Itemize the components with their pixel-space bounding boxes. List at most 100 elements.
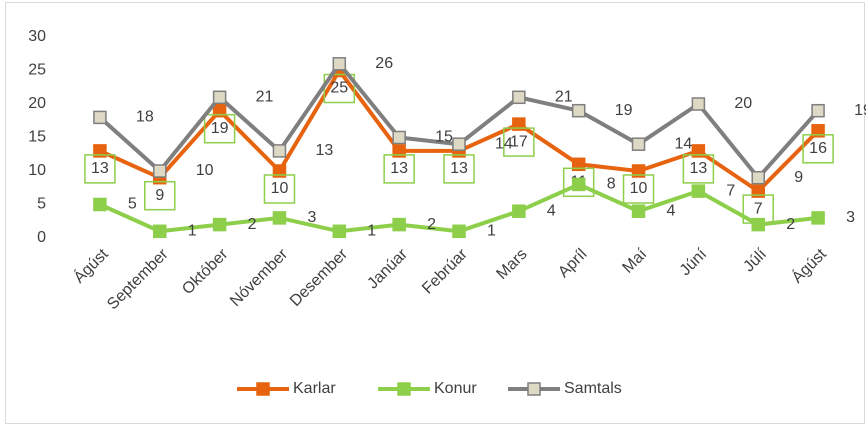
marker bbox=[751, 217, 765, 232]
marker bbox=[332, 57, 347, 71]
marker bbox=[93, 110, 107, 125]
data-label: 13 bbox=[390, 160, 408, 177]
legend-marker bbox=[527, 382, 541, 396]
marker bbox=[93, 144, 107, 158]
label-box bbox=[443, 154, 475, 184]
marker bbox=[631, 204, 646, 218]
data-label: 18 bbox=[136, 109, 154, 126]
data-label: 9 bbox=[155, 187, 164, 204]
data-label: 8 bbox=[607, 176, 616, 193]
legend-label: Konur bbox=[434, 380, 477, 397]
marker bbox=[392, 130, 406, 145]
marker bbox=[571, 177, 586, 192]
y-tick-label: 0 bbox=[37, 229, 46, 246]
y-tick-label: 20 bbox=[28, 95, 46, 112]
marker bbox=[452, 137, 466, 151]
marker bbox=[571, 103, 586, 118]
data-label: 7 bbox=[754, 200, 763, 217]
marker bbox=[811, 124, 825, 138]
data-label: 13 bbox=[450, 160, 468, 177]
data-label: 4 bbox=[667, 202, 676, 219]
label-box bbox=[383, 154, 415, 184]
data-label: 1 bbox=[367, 223, 376, 240]
data-label: 13 bbox=[91, 160, 109, 177]
data-label: 20 bbox=[734, 95, 752, 112]
label-box bbox=[263, 174, 296, 204]
data-label: 16 bbox=[809, 140, 827, 157]
data-label: 2 bbox=[248, 216, 257, 233]
data-label: 26 bbox=[375, 55, 393, 72]
marker bbox=[811, 103, 825, 118]
data-label: 19 bbox=[854, 102, 866, 119]
marker bbox=[691, 144, 706, 158]
marker bbox=[631, 164, 646, 178]
marker bbox=[392, 144, 406, 158]
marker bbox=[751, 170, 765, 185]
marker bbox=[272, 144, 287, 158]
y-tick-label: 25 bbox=[28, 62, 46, 79]
marker bbox=[571, 157, 586, 172]
data-label: 5 bbox=[128, 196, 137, 213]
legend-label: Samtals bbox=[564, 380, 622, 397]
legend-marker bbox=[256, 382, 270, 396]
label-box bbox=[562, 167, 595, 198]
data-label: 14 bbox=[495, 135, 513, 152]
data-label: 15 bbox=[435, 129, 453, 146]
marker bbox=[691, 97, 706, 111]
data-label: 14 bbox=[675, 135, 693, 152]
marker bbox=[452, 224, 466, 239]
marker bbox=[691, 184, 706, 198]
data-label: 1 bbox=[188, 223, 197, 240]
data-label: 21 bbox=[555, 89, 573, 106]
chart-border bbox=[5, 2, 865, 424]
marker bbox=[332, 224, 347, 239]
data-label: 17 bbox=[510, 133, 528, 150]
marker bbox=[93, 197, 107, 212]
label-box bbox=[622, 174, 655, 204]
marker bbox=[212, 217, 227, 232]
marker bbox=[512, 117, 526, 131]
data-label: 2 bbox=[427, 216, 436, 233]
data-label: 1 bbox=[487, 223, 496, 240]
data-label: 2 bbox=[786, 216, 795, 233]
data-label: 9 bbox=[794, 169, 803, 186]
marker bbox=[153, 224, 167, 239]
label-box bbox=[682, 154, 715, 184]
marker bbox=[153, 164, 167, 178]
label-box bbox=[203, 113, 236, 144]
legend-marker bbox=[397, 382, 411, 396]
data-label: 13 bbox=[315, 142, 333, 159]
data-label: 19 bbox=[211, 120, 229, 137]
label-box bbox=[84, 154, 116, 184]
marker bbox=[272, 164, 287, 178]
data-label: 3 bbox=[307, 209, 316, 226]
marker bbox=[212, 90, 227, 105]
label-box bbox=[503, 127, 535, 157]
data-label: 4 bbox=[547, 202, 556, 219]
marker bbox=[751, 184, 765, 198]
data-label: 10 bbox=[196, 162, 214, 179]
legend-label: Karlar bbox=[293, 380, 336, 397]
y-tick-label: 30 bbox=[28, 28, 46, 45]
data-label: 10 bbox=[271, 180, 289, 197]
data-label: 10 bbox=[630, 180, 648, 197]
marker bbox=[512, 90, 526, 105]
y-tick-label: 5 bbox=[37, 196, 46, 213]
y-tick-label: 10 bbox=[28, 162, 46, 179]
y-tick-label: 15 bbox=[28, 129, 46, 146]
marker bbox=[631, 137, 646, 151]
data-label: 25 bbox=[330, 80, 348, 97]
marker bbox=[512, 204, 526, 218]
marker bbox=[212, 103, 227, 118]
label-box bbox=[802, 134, 834, 164]
data-label: 3 bbox=[846, 209, 855, 226]
label-box bbox=[144, 180, 176, 211]
data-label: 19 bbox=[615, 102, 633, 119]
marker bbox=[392, 217, 406, 232]
data-label: 13 bbox=[689, 160, 707, 177]
marker bbox=[811, 211, 825, 225]
marker bbox=[272, 211, 287, 225]
data-label: 7 bbox=[726, 182, 735, 199]
data-label: 21 bbox=[256, 89, 274, 106]
